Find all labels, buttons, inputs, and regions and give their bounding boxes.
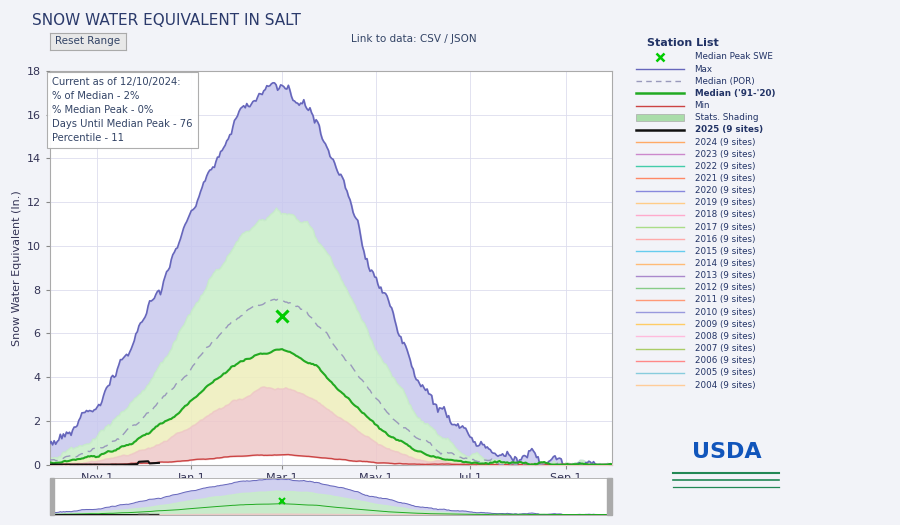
FancyBboxPatch shape bbox=[636, 114, 684, 121]
Text: Link to data: CSV / JSON: Link to data: CSV / JSON bbox=[351, 34, 477, 45]
Text: Reset Range: Reset Range bbox=[55, 36, 121, 47]
Text: 2017 (9 sites): 2017 (9 sites) bbox=[695, 223, 755, 232]
Text: Median ('91-'20): Median ('91-'20) bbox=[695, 89, 775, 98]
Text: 2005 (9 sites): 2005 (9 sites) bbox=[695, 369, 755, 377]
Text: Station List: Station List bbox=[647, 38, 718, 48]
Text: 2010 (9 sites): 2010 (9 sites) bbox=[695, 308, 755, 317]
Text: 2019 (9 sites): 2019 (9 sites) bbox=[695, 198, 755, 207]
Text: 2016 (9 sites): 2016 (9 sites) bbox=[695, 235, 755, 244]
Bar bbox=[608, 478, 612, 514]
Text: Median (POR): Median (POR) bbox=[695, 77, 754, 86]
Text: Median Peak SWE: Median Peak SWE bbox=[695, 52, 772, 61]
Bar bbox=[50, 478, 54, 514]
Text: USDA: USDA bbox=[691, 442, 761, 461]
Text: Current as of 12/10/2024:
% of Median - 2%
% Median Peak - 0%
Days Until Median : Current as of 12/10/2024: % of Median - … bbox=[52, 77, 193, 143]
Text: 2012 (9 sites): 2012 (9 sites) bbox=[695, 284, 755, 292]
Text: 2013 (9 sites): 2013 (9 sites) bbox=[695, 271, 755, 280]
Text: 2014 (9 sites): 2014 (9 sites) bbox=[695, 259, 755, 268]
Text: SNOW WATER EQUIVALENT IN SALT: SNOW WATER EQUIVALENT IN SALT bbox=[32, 13, 301, 28]
Text: 2008 (9 sites): 2008 (9 sites) bbox=[695, 332, 755, 341]
Text: Max: Max bbox=[695, 65, 713, 74]
Text: 2020 (9 sites): 2020 (9 sites) bbox=[695, 186, 755, 195]
Text: 2006 (9 sites): 2006 (9 sites) bbox=[695, 356, 755, 365]
Text: 2009 (9 sites): 2009 (9 sites) bbox=[695, 320, 755, 329]
Text: Stats. Shading: Stats. Shading bbox=[695, 113, 758, 122]
Text: 2024 (9 sites): 2024 (9 sites) bbox=[695, 138, 755, 146]
Text: 2011 (9 sites): 2011 (9 sites) bbox=[695, 296, 755, 304]
Text: 2025 (9 sites): 2025 (9 sites) bbox=[695, 125, 762, 134]
Text: 2015 (9 sites): 2015 (9 sites) bbox=[695, 247, 755, 256]
Y-axis label: Snow Water Equivalent (In.): Snow Water Equivalent (In.) bbox=[13, 190, 22, 345]
Text: 2004 (9 sites): 2004 (9 sites) bbox=[695, 381, 755, 390]
Text: 2023 (9 sites): 2023 (9 sites) bbox=[695, 150, 755, 159]
Text: 2007 (9 sites): 2007 (9 sites) bbox=[695, 344, 755, 353]
Text: 2022 (9 sites): 2022 (9 sites) bbox=[695, 162, 755, 171]
Text: 2021 (9 sites): 2021 (9 sites) bbox=[695, 174, 755, 183]
Text: 2018 (9 sites): 2018 (9 sites) bbox=[695, 211, 755, 219]
Text: Min: Min bbox=[695, 101, 710, 110]
